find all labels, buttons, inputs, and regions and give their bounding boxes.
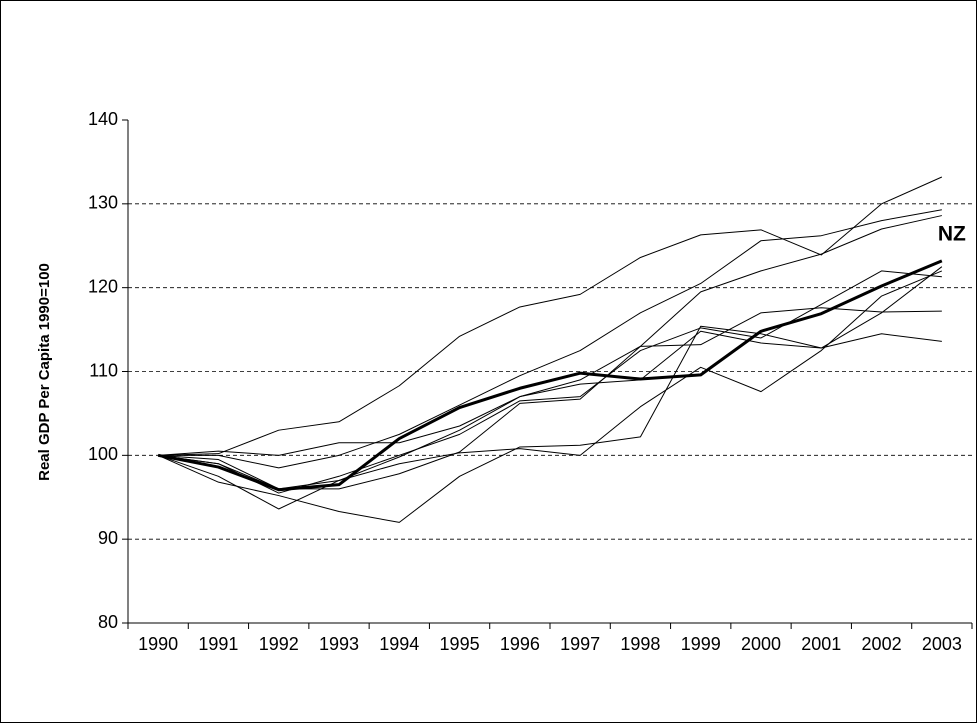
x-tick-label: 1993: [319, 634, 359, 654]
y-tick-label: 110: [89, 360, 118, 380]
x-tick-label: 1997: [560, 634, 600, 654]
x-tick-label: 1996: [500, 634, 540, 654]
y-tick-label: 120: [88, 276, 118, 296]
x-tick-label: 2000: [741, 634, 781, 654]
y-tick-label: 90: [98, 528, 118, 548]
y-tick-label: 100: [88, 444, 118, 464]
x-tick-label: 2003: [922, 634, 962, 654]
x-tick-label: 2002: [862, 634, 902, 654]
y-axis-label: Real GDP Per Capita 1990=100: [36, 263, 53, 481]
x-tick-label: 1994: [379, 634, 419, 654]
y-tick-label: 130: [88, 193, 118, 213]
x-tick-label: 1991: [198, 634, 238, 654]
y-tick-label: 80: [98, 612, 118, 632]
series-line: [157, 259, 943, 492]
series-line: [157, 330, 942, 510]
x-tick-label: 1992: [259, 634, 299, 654]
series-line: [158, 215, 942, 456]
series-line: [158, 209, 942, 469]
series-line: [158, 176, 943, 456]
series-label: NZ: [938, 222, 966, 245]
x-tick-label: 1990: [138, 634, 178, 654]
x-tick-label: 1998: [620, 634, 660, 654]
x-tick-label: 2001: [801, 634, 841, 654]
y-tick-label: 140: [88, 109, 118, 129]
x-tick-label: 1999: [681, 634, 721, 654]
series-line: [157, 266, 943, 523]
x-tick-label: 1995: [440, 634, 480, 654]
